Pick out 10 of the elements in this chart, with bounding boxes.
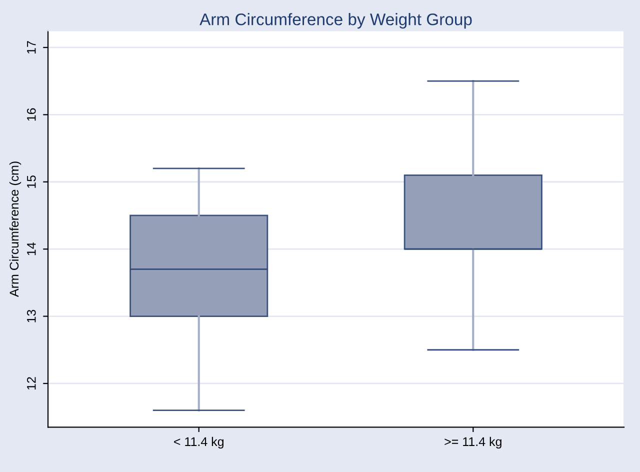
y-tick-label: 15 [27, 175, 36, 188]
y-tick-label: 12 [26, 377, 36, 390]
y-tick-label: 13 [26, 310, 36, 322]
y-tick-label: 17 [27, 41, 36, 54]
x-tick-label: >= 11.4 kg [444, 436, 502, 449]
y-axis-title: Arm Circumference (cm) [9, 162, 22, 297]
chart-title: Arm Circumference by Weight Group [200, 13, 472, 29]
x-tick-label: < 11.4 kg [174, 436, 224, 449]
y-tick-label: 14 [27, 242, 36, 256]
y-tick-label: 16 [26, 108, 36, 121]
